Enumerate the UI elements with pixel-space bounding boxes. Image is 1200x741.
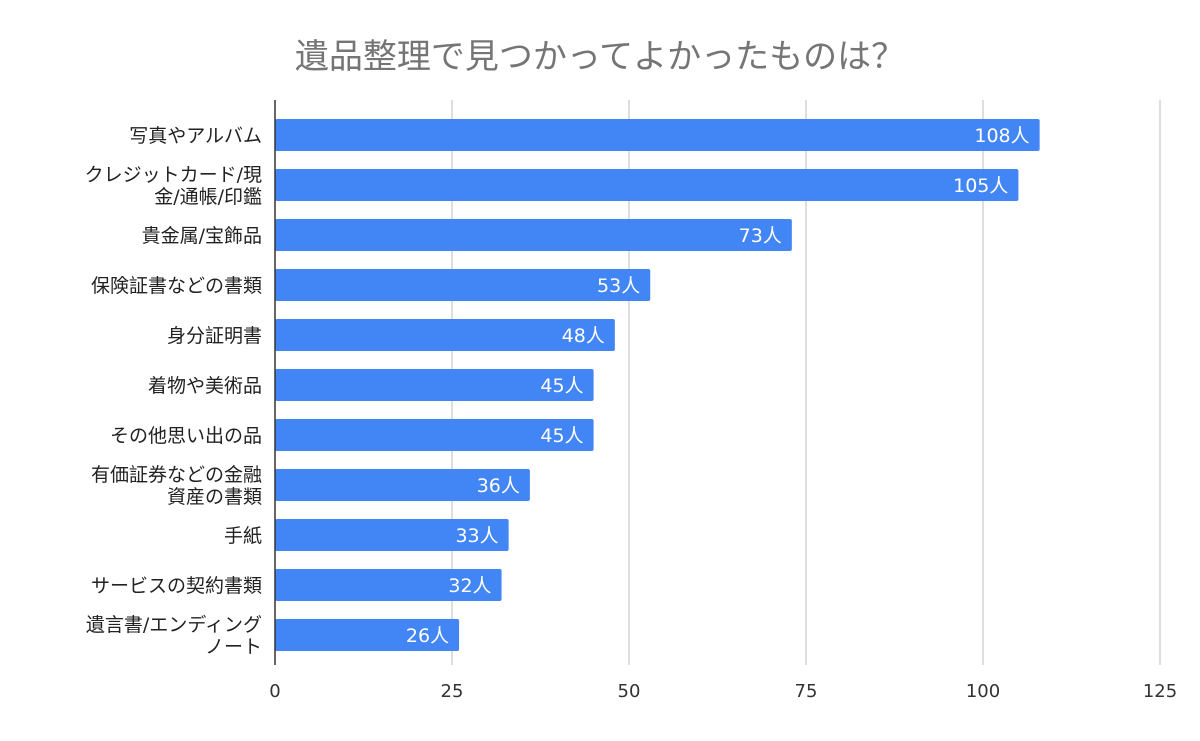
category-label-line: サービスの契約書類 (91, 575, 262, 597)
category-label: その他思い出の品 (110, 425, 262, 447)
category-label-line: 遺言書/エンディング (86, 614, 262, 636)
category-label-line: 写真やアルバム (129, 125, 262, 147)
category-label: 保険証書などの書類 (91, 275, 262, 297)
category-label: 写真やアルバム (129, 125, 262, 147)
category-label: 有価証券などの金融資産の書類 (91, 464, 262, 508)
data-label: 45人 (540, 375, 583, 397)
category-label: クレジットカード/現金/通帳/印鑑 (85, 164, 262, 208)
category-label-line: 貴金属/宝飾品 (142, 225, 262, 247)
category-label-line: 金/通帳/印鑑 (154, 186, 262, 208)
category-label: 身分証明書 (167, 325, 262, 347)
category-label: 手紙 (224, 525, 262, 547)
data-label: 45人 (540, 425, 583, 447)
category-label-line: 手紙 (224, 525, 262, 547)
bar (275, 569, 502, 601)
data-label: 108人 (974, 125, 1029, 147)
data-label: 53人 (597, 275, 640, 297)
x-tick-label: 25 (441, 681, 464, 702)
category-label-line: その他思い出の品 (110, 425, 262, 447)
data-label: 26人 (406, 625, 449, 647)
category-label-line: 身分証明書 (167, 325, 262, 347)
x-tick-label: 0 (269, 681, 280, 702)
data-label: 105人 (953, 175, 1008, 197)
chart-title: 遺品整理で見つかってよかったものは？ (295, 37, 905, 77)
bar (275, 619, 460, 651)
category-label-line: 有価証券などの金融 (91, 464, 262, 486)
bars: 108人 105人 73人 53人 48人 45人 45人 36人 33人 32人 26人 (275, 119, 1040, 651)
x-tick-label: 50 (618, 681, 641, 702)
category-label-line: 保険証書などの書類 (91, 275, 262, 297)
bar (275, 469, 530, 501)
bar (275, 519, 509, 551)
category-label-line: 着物や美術品 (148, 375, 262, 397)
bar (275, 219, 792, 251)
bar (275, 119, 1040, 151)
x-tick-label: 125 (1143, 681, 1177, 702)
x-tick-label: 100 (966, 681, 1000, 702)
bar (275, 169, 1019, 201)
category-label-line: ノート (205, 636, 262, 658)
bar (275, 319, 615, 351)
bar (275, 269, 651, 301)
data-label: 36人 (477, 475, 520, 497)
bar (275, 369, 594, 401)
x-tick-label: 75 (795, 681, 818, 702)
category-label: 貴金属/宝飾品 (142, 225, 262, 247)
category-label: サービスの契約書類 (91, 575, 262, 597)
data-label: 48人 (562, 325, 605, 347)
data-label: 32人 (448, 575, 491, 597)
data-label: 33人 (455, 525, 498, 547)
bar (275, 419, 594, 451)
category-label-line: クレジットカード/現 (85, 164, 262, 186)
category-label: 遺言書/エンディングノート (86, 614, 262, 658)
category-label-line: 資産の書類 (167, 486, 262, 508)
data-label: 73人 (739, 225, 782, 247)
category-label: 着物や美術品 (148, 375, 262, 397)
category-labels: 写真やアルバムクレジットカード/現金/通帳/印鑑貴金属/宝飾品保険証書などの書類… (85, 125, 262, 658)
x-axis-ticks: 0 25 50 75 100 125 (269, 681, 1177, 702)
